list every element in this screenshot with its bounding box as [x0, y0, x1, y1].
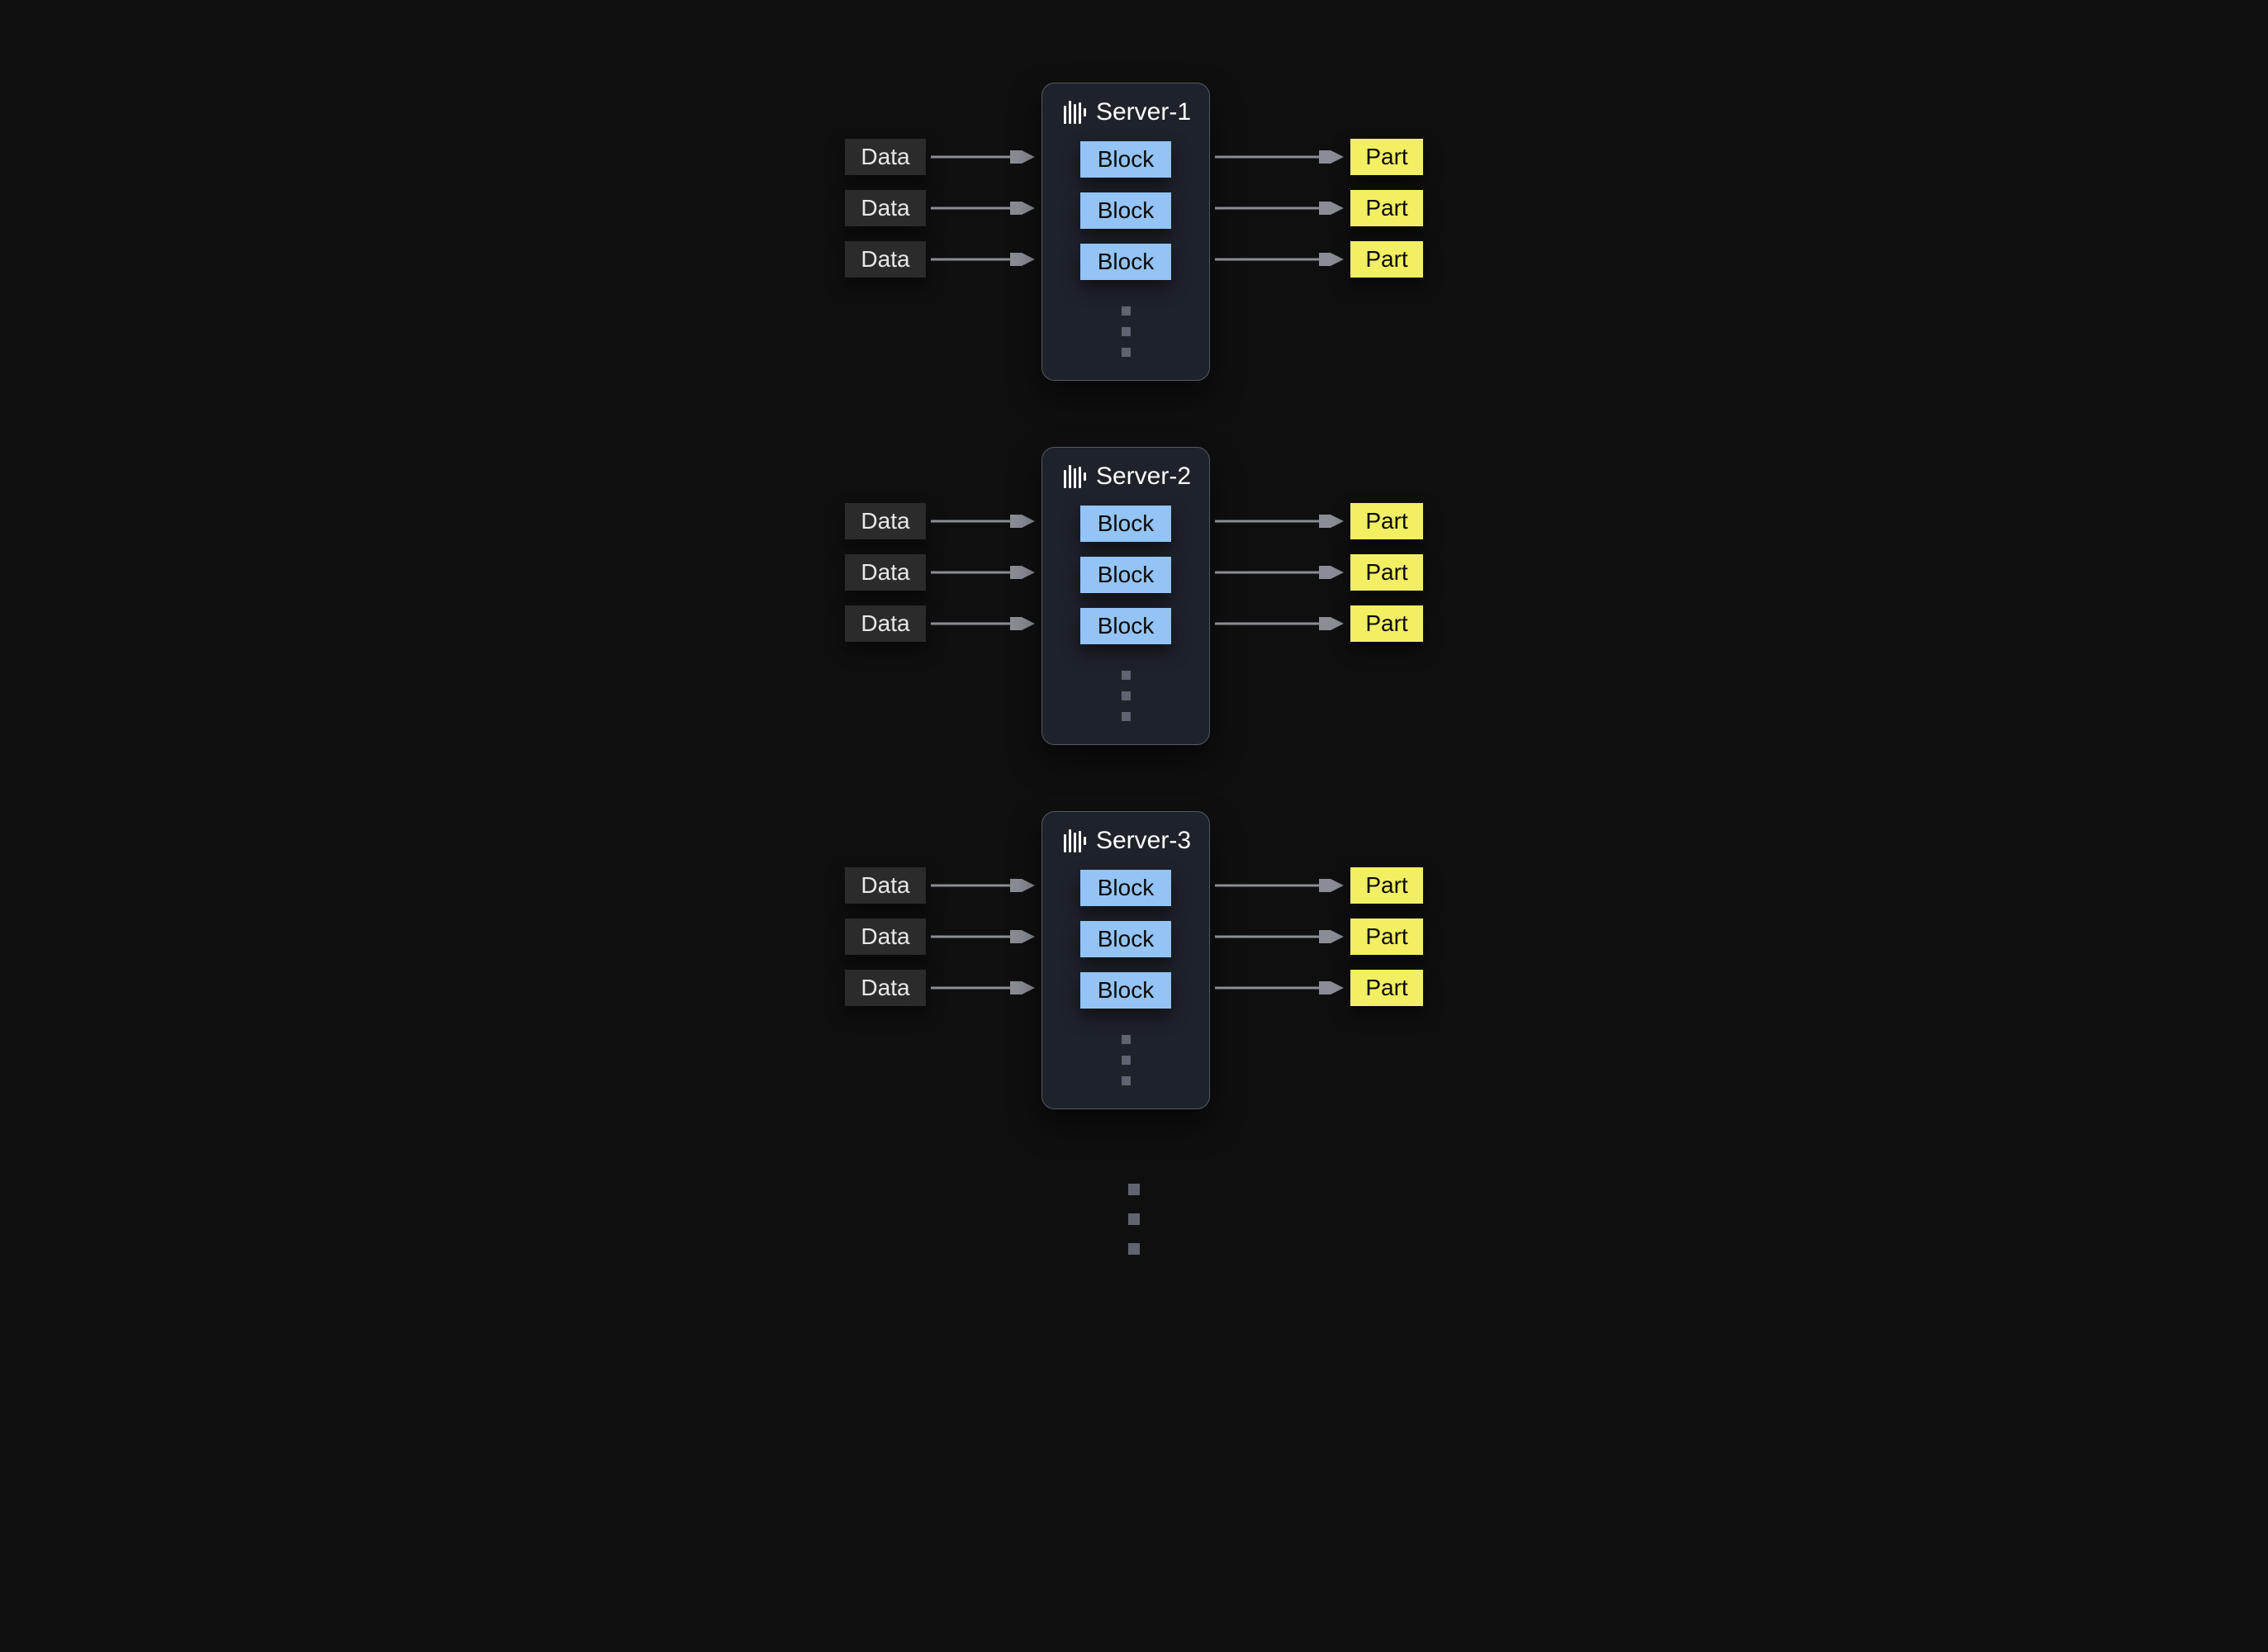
- server-title: Server-2: [1096, 463, 1191, 491]
- block-chip: Block: [1080, 557, 1171, 593]
- block-chip: Block: [1080, 244, 1171, 280]
- data-chip: Data: [845, 867, 926, 904]
- data-chip: Data: [845, 605, 926, 642]
- part-chip: Part: [1350, 867, 1423, 904]
- server-header: Server-3: [1060, 827, 1191, 855]
- block-chip: Block: [1080, 141, 1171, 178]
- server-title: Server-3: [1096, 827, 1191, 855]
- data-chip: Data: [845, 241, 926, 278]
- server-box: Server-1 Block Block Block: [1041, 83, 1210, 381]
- server-header: Server-1: [1060, 98, 1191, 126]
- arrow-icon: [926, 605, 1041, 642]
- arrow-column: [1210, 139, 1350, 278]
- arrow-icon: [1210, 867, 1350, 904]
- part-chip: Part: [1350, 605, 1423, 642]
- server-group-3: Data Data Data Server-3 Block Block Bloc…: [845, 811, 1423, 1109]
- server-box: Server-2 Block Block Block: [1041, 447, 1210, 745]
- part-chip: Part: [1350, 554, 1423, 591]
- vertical-ellipsis-icon: [1128, 1184, 1140, 1255]
- arrow-icon: [926, 919, 1041, 955]
- data-column: Data Data Data: [845, 503, 926, 642]
- vertical-ellipsis-icon: [1121, 1035, 1130, 1085]
- block-chip: Block: [1080, 921, 1171, 957]
- data-chip: Data: [845, 503, 926, 539]
- arrow-icon: [926, 970, 1041, 1006]
- server-flow-diagram: Data Data Data Server-1 Block Block Bloc…: [845, 83, 1423, 1255]
- block-chip: Block: [1080, 972, 1171, 1009]
- arrow-column: [926, 867, 1041, 1006]
- arrow-icon: [926, 503, 1041, 539]
- arrow-column: [1210, 867, 1350, 1006]
- bars-icon: [1064, 465, 1086, 488]
- part-column: Part Part Part: [1350, 503, 1423, 642]
- arrow-icon: [1210, 503, 1350, 539]
- arrow-icon: [1210, 241, 1350, 278]
- data-chip: Data: [845, 919, 926, 955]
- server-header: Server-2: [1060, 463, 1191, 491]
- server-box: Server-3 Block Block Block: [1041, 811, 1210, 1109]
- arrow-icon: [1210, 139, 1350, 175]
- block-chip: Block: [1080, 870, 1171, 906]
- arrow-icon: [1210, 554, 1350, 591]
- block-column: Block Block Block: [1060, 141, 1191, 357]
- arrow-icon: [926, 139, 1041, 175]
- vertical-ellipsis-icon: [1121, 671, 1130, 721]
- arrow-column: [926, 503, 1041, 642]
- server-group-2: Data Data Data Server-2 Block Block Bloc…: [845, 447, 1423, 745]
- part-chip: Part: [1350, 919, 1423, 955]
- block-column: Block Block Block: [1060, 870, 1191, 1085]
- data-chip: Data: [845, 139, 926, 175]
- data-column: Data Data Data: [845, 139, 926, 278]
- part-chip: Part: [1350, 970, 1423, 1006]
- server-group-1: Data Data Data Server-1 Block Block Bloc…: [845, 83, 1423, 381]
- arrow-icon: [926, 867, 1041, 904]
- block-chip: Block: [1080, 608, 1171, 644]
- arrow-icon: [1210, 190, 1350, 226]
- data-chip: Data: [845, 190, 926, 226]
- arrow-column: [1210, 503, 1350, 642]
- bars-icon: [1064, 101, 1086, 124]
- arrow-icon: [1210, 919, 1350, 955]
- server-title: Server-1: [1096, 98, 1191, 126]
- vertical-ellipsis-icon: [1121, 306, 1130, 357]
- arrow-column: [926, 139, 1041, 278]
- block-chip: Block: [1080, 506, 1171, 542]
- part-chip: Part: [1350, 190, 1423, 226]
- arrow-icon: [1210, 605, 1350, 642]
- arrow-icon: [1210, 970, 1350, 1006]
- block-column: Block Block Block: [1060, 506, 1191, 721]
- part-chip: Part: [1350, 139, 1423, 175]
- data-chip: Data: [845, 554, 926, 591]
- part-chip: Part: [1350, 503, 1423, 539]
- part-chip: Part: [1350, 241, 1423, 278]
- arrow-icon: [926, 241, 1041, 278]
- arrow-icon: [926, 190, 1041, 226]
- part-column: Part Part Part: [1350, 867, 1423, 1006]
- part-column: Part Part Part: [1350, 139, 1423, 278]
- arrow-icon: [926, 554, 1041, 591]
- bars-icon: [1064, 829, 1086, 852]
- block-chip: Block: [1080, 192, 1171, 229]
- data-chip: Data: [845, 970, 926, 1006]
- data-column: Data Data Data: [845, 867, 926, 1006]
